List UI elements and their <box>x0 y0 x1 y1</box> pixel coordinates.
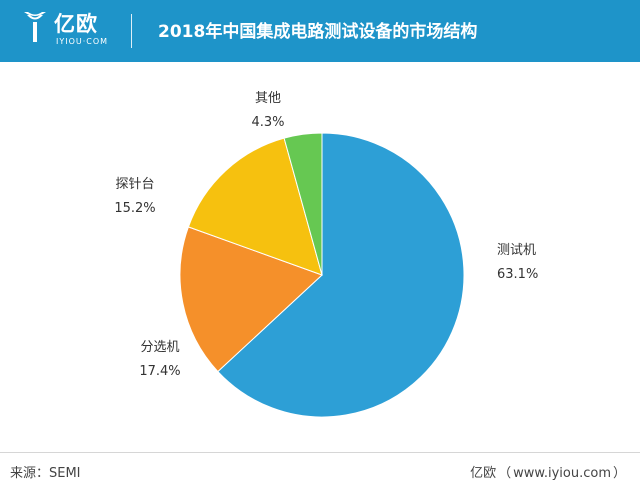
logo-subtitle: IYIOU·COM <box>56 37 109 46</box>
slice-label-1: 分选机 <box>140 340 179 355</box>
site-close-paren: ） <box>612 466 626 481</box>
slice-value-0: 63.1% <box>497 267 538 282</box>
slice-value-3: 4.3% <box>251 115 284 130</box>
pie-slice-1 <box>179 226 323 373</box>
source-note: 来源：SEMI <box>10 466 81 481</box>
slice-label-2: 探针台 <box>115 177 154 192</box>
site-open-paren: （ <box>498 466 512 481</box>
slice-value-2: 15.2% <box>114 201 155 216</box>
slice-label-3: 其他 <box>255 91 281 106</box>
footer-divider <box>0 452 640 453</box>
site-credit: 亿欧（www.iyiou.com） <box>470 462 628 481</box>
pie-slice-3 <box>283 132 323 276</box>
header-divider <box>131 14 132 48</box>
chart-title: 2018年中国集成电路测试设备的市场结构 <box>158 22 478 42</box>
header-bar: 亿欧 IYIOU·COM 2018年中国集成电路测试设备的市场结构 <box>0 0 640 62</box>
pie-slice-0 <box>217 132 465 418</box>
slice-value-1: 17.4% <box>139 364 180 379</box>
yiou-logo-icon <box>24 12 46 42</box>
pie-slice-2 <box>187 137 323 276</box>
brand-name: 亿欧 <box>470 466 497 481</box>
site-url: www.iyiou.com <box>513 466 611 481</box>
slice-label-0: 测试机 <box>497 243 536 258</box>
pie-chart: 测试机 63.1% 分选机 17.4% 探针台 15.2% 其他 4.3% <box>114 91 538 418</box>
logo-name: 亿欧 <box>54 12 98 36</box>
